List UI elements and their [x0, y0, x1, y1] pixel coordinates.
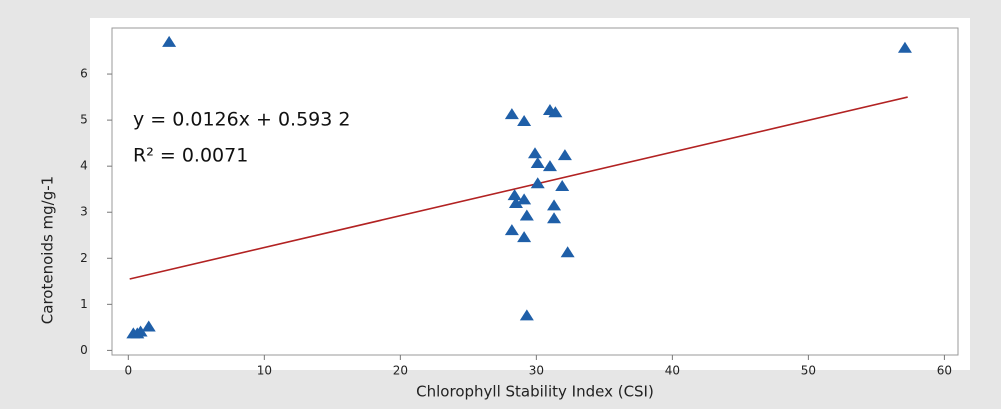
equation: y = 0.0126x + 0.593 2 — [133, 109, 351, 131]
y-tick-label: 3 — [80, 205, 88, 219]
point — [555, 179, 570, 191]
x-tick-label: 0 — [125, 364, 133, 378]
x-tick-label: 20 — [393, 364, 408, 378]
x-tick-label: 30 — [529, 364, 544, 378]
point — [542, 160, 557, 172]
point — [133, 325, 148, 337]
point — [504, 224, 519, 236]
trend-line — [129, 96, 908, 280]
point — [141, 320, 156, 332]
point — [547, 212, 562, 224]
y-axis-title: Carotenoids mg/g-1 — [39, 176, 57, 324]
point — [897, 41, 912, 53]
x-tick-label: 10 — [257, 364, 272, 378]
r-squared: R² = 0.0071 — [133, 145, 248, 167]
point — [517, 193, 532, 205]
point — [517, 231, 532, 243]
y-tick-label: 5 — [80, 113, 88, 127]
point — [504, 108, 519, 120]
point — [519, 309, 534, 321]
point — [507, 189, 522, 201]
point — [528, 147, 542, 159]
point — [519, 209, 534, 221]
y-tick-label: 2 — [80, 251, 88, 265]
point — [547, 199, 562, 211]
x-tick-label: 60 — [937, 364, 952, 378]
y-tick-label: 0 — [80, 343, 88, 357]
y-tick-label: 6 — [80, 67, 88, 81]
x-tick-label: 40 — [665, 364, 680, 378]
x-tick-label: 50 — [801, 364, 816, 378]
y-tick-label: 1 — [80, 297, 88, 311]
plot-frame — [111, 27, 959, 356]
point — [530, 177, 545, 189]
y-tick-label: 4 — [80, 159, 88, 173]
point — [548, 106, 563, 118]
point — [557, 149, 572, 161]
x-axis-title: Chlorophyll Stability Index (CSI) — [416, 383, 654, 401]
point — [560, 246, 575, 258]
point — [162, 35, 177, 47]
point — [530, 156, 545, 168]
panel — [90, 18, 970, 370]
point — [517, 115, 532, 127]
point — [508, 197, 523, 209]
